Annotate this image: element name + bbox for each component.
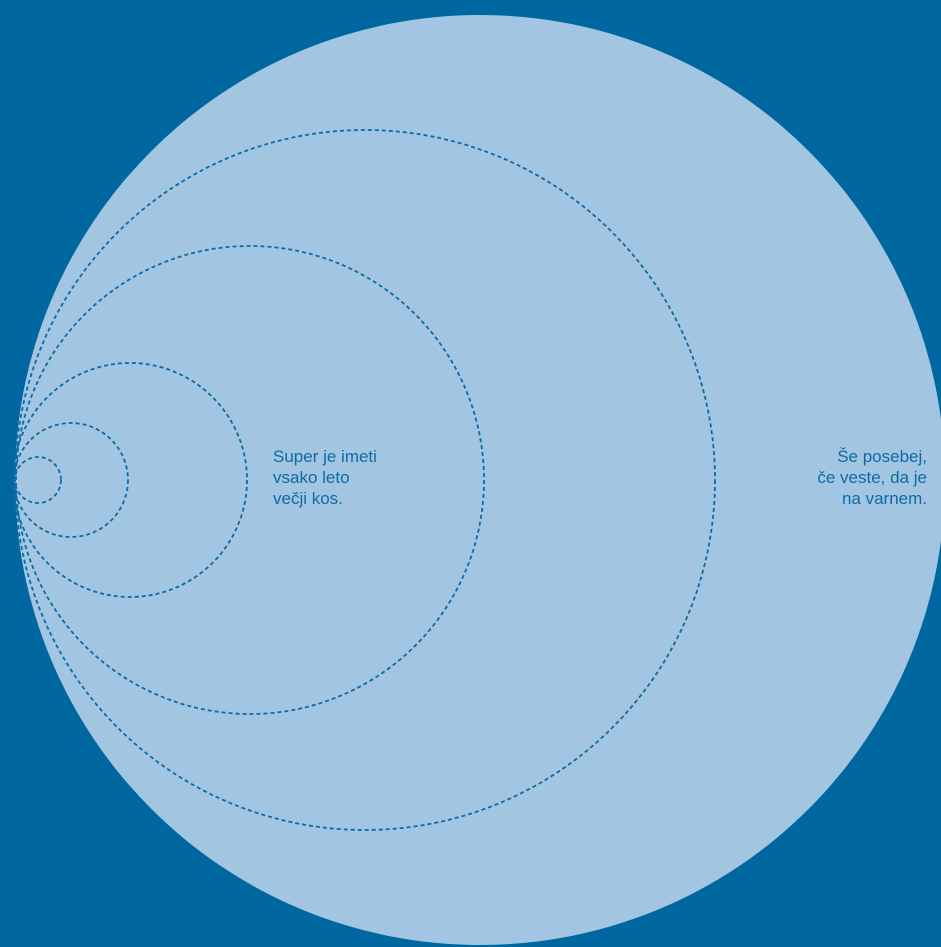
outer-caption-line-3: na varnem.: [841, 489, 927, 508]
dashed-circle-5: [14, 129, 716, 831]
dashed-circle-2: [13, 422, 129, 538]
inner-caption-line-1: Super je imeti: [273, 447, 377, 466]
inner-caption-line-3: večji kos.: [273, 489, 343, 508]
outer-caption-line-2: če veste, da je: [817, 468, 927, 487]
outer-caption: Še posebej, če veste, da je na varnem.: [817, 446, 927, 509]
inner-caption-line-2: vsako leto: [273, 468, 350, 487]
outer-caption-line-1: Še posebej,: [837, 447, 927, 466]
dashed-circle-3: [12, 362, 248, 598]
inner-caption: Super je imeti vsako leto večji kos.: [273, 446, 377, 509]
outer-filled-circle: [15, 15, 941, 945]
dashed-circle-4: [15, 245, 485, 715]
